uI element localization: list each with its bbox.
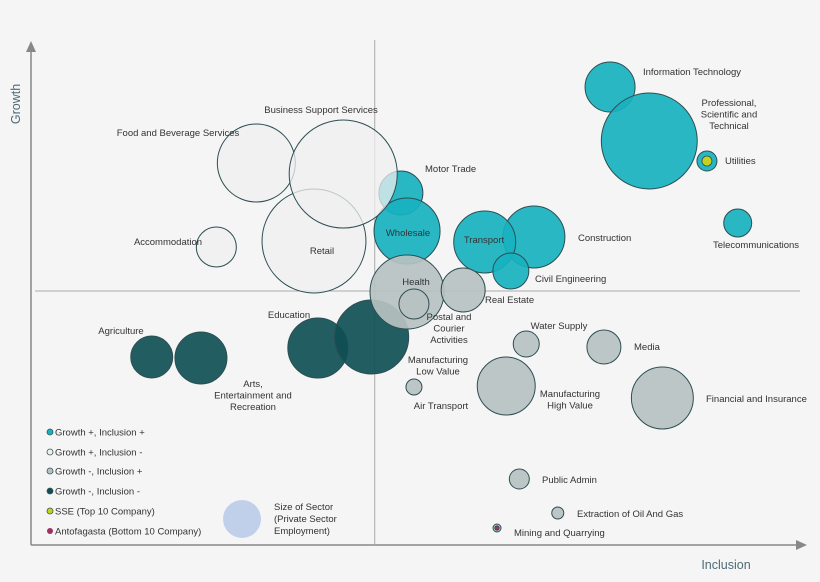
legend-label: Growth +, Inclusion +	[55, 428, 145, 439]
bubble-air-transport	[405, 378, 423, 396]
bubble-label: Real Estate	[485, 295, 534, 306]
y-axis-label: Growth	[9, 84, 23, 124]
bubble-financial-and-insurance	[630, 366, 694, 430]
x-axis-label: Inclusion	[701, 558, 750, 572]
bubble-civil-engineering	[492, 252, 530, 290]
bubble-label: Public Admin	[542, 475, 597, 486]
legend-label: Growth -, Inclusion -	[55, 487, 140, 498]
bubble-telecommunications	[723, 208, 753, 238]
legend-marker	[47, 528, 53, 534]
bubble-label: Financial and Insurance	[706, 394, 807, 405]
bubble-postal-and-courier-activities	[398, 288, 430, 320]
bubble-label: Water Supply	[531, 321, 588, 332]
bubble-label: Motor Trade	[425, 164, 476, 175]
y-axis-arrow-icon	[26, 41, 36, 52]
bubble-real-estate	[440, 267, 486, 313]
bubble-arts-entertainment-and-recreation	[174, 331, 228, 385]
legend: Growth +, Inclusion + Growth +, Inclusio…	[46, 428, 337, 538]
legend-label: SSE (Top 10 Company)	[55, 507, 155, 518]
legend-item-gmip: Growth -, Inclusion +	[46, 467, 143, 478]
legend-item-antofagasta: Antofagasta (Bottom 10 Company)	[47, 527, 201, 538]
bubble-label: Extraction of Oil And Gas	[577, 509, 683, 520]
legend-label: Antofagasta (Bottom 10 Company)	[55, 527, 201, 538]
bubble-public-admin	[508, 468, 530, 490]
legend-marker	[46, 487, 54, 495]
bubble-media	[586, 329, 622, 365]
legend-item-gmim: Growth -, Inclusion -	[46, 487, 140, 498]
bubble-professional-scientific-and-technical	[600, 92, 698, 190]
bubble-label: Food and Beverage Services	[117, 128, 240, 139]
bubble-agriculture	[130, 335, 174, 379]
bubble-label: Utilities	[725, 156, 756, 167]
bubble-extraction-of-oil-and-gas	[551, 506, 565, 520]
legend-label: Growth +, Inclusion -	[55, 448, 142, 459]
size-legend-label: Size of Sector (Private Sector Employment)	[274, 502, 337, 537]
bubble-label: Air Transport	[414, 401, 469, 412]
bubble-label: Retail	[310, 246, 334, 257]
bubble-label: Media	[634, 342, 661, 353]
legend-marker	[46, 428, 54, 436]
bubble-manufacturing-high-value	[476, 356, 536, 416]
legend-marker	[46, 507, 54, 515]
bubble-label: Information Technology	[643, 67, 741, 78]
bubble-label: Mining and Quarrying	[514, 528, 605, 539]
legend-marker	[46, 467, 54, 475]
marker-antofagasta	[494, 525, 500, 531]
bubble-label: Health	[402, 277, 429, 288]
bubbles	[130, 61, 753, 533]
bubble-label: Wholesale	[386, 228, 430, 239]
bubble-label: Telecommunications	[713, 240, 799, 251]
bubble-label: Education	[268, 310, 310, 321]
size-legend-bubble	[223, 500, 261, 538]
bubble-label: Professional, Scientific and Technical	[701, 98, 758, 132]
bubble-label: Transport	[464, 235, 505, 246]
bubble-label: Agriculture	[98, 326, 143, 337]
legend-item-gpip: Growth +, Inclusion +	[46, 428, 145, 439]
legend-item-sse: SSE (Top 10 Company)	[46, 507, 155, 518]
legend-label: Growth -, Inclusion +	[55, 467, 143, 478]
bubble-label: Manufacturing High Value	[540, 389, 600, 412]
bubble-label: Accommodation	[134, 237, 202, 248]
bubble-water-supply	[512, 330, 540, 358]
x-axis-arrow-icon	[796, 540, 807, 550]
marker-sse	[701, 155, 713, 167]
bubble-information-technology	[584, 61, 636, 113]
bubble-label: Arts, Entertainment and Recreation	[214, 379, 292, 413]
legend-item-size: Size of Sector (Private Sector Employment)	[223, 500, 337, 538]
legend-item-gpim: Growth +, Inclusion -	[46, 448, 142, 459]
bubble-business-support-services	[288, 119, 398, 229]
bubble-label: Postal and Courier Activities	[427, 312, 472, 346]
bubble-label: Business Support Services	[264, 105, 378, 116]
bubble-accommodation	[195, 226, 237, 268]
bubble-label: Manufacturing Low Value	[408, 355, 468, 378]
bubble-label: Construction	[578, 233, 631, 244]
legend-marker	[46, 448, 54, 456]
bubble-label: Civil Engineering	[535, 274, 606, 285]
bubble-labels: Information Technology Professional, Scien…	[98, 67, 807, 539]
